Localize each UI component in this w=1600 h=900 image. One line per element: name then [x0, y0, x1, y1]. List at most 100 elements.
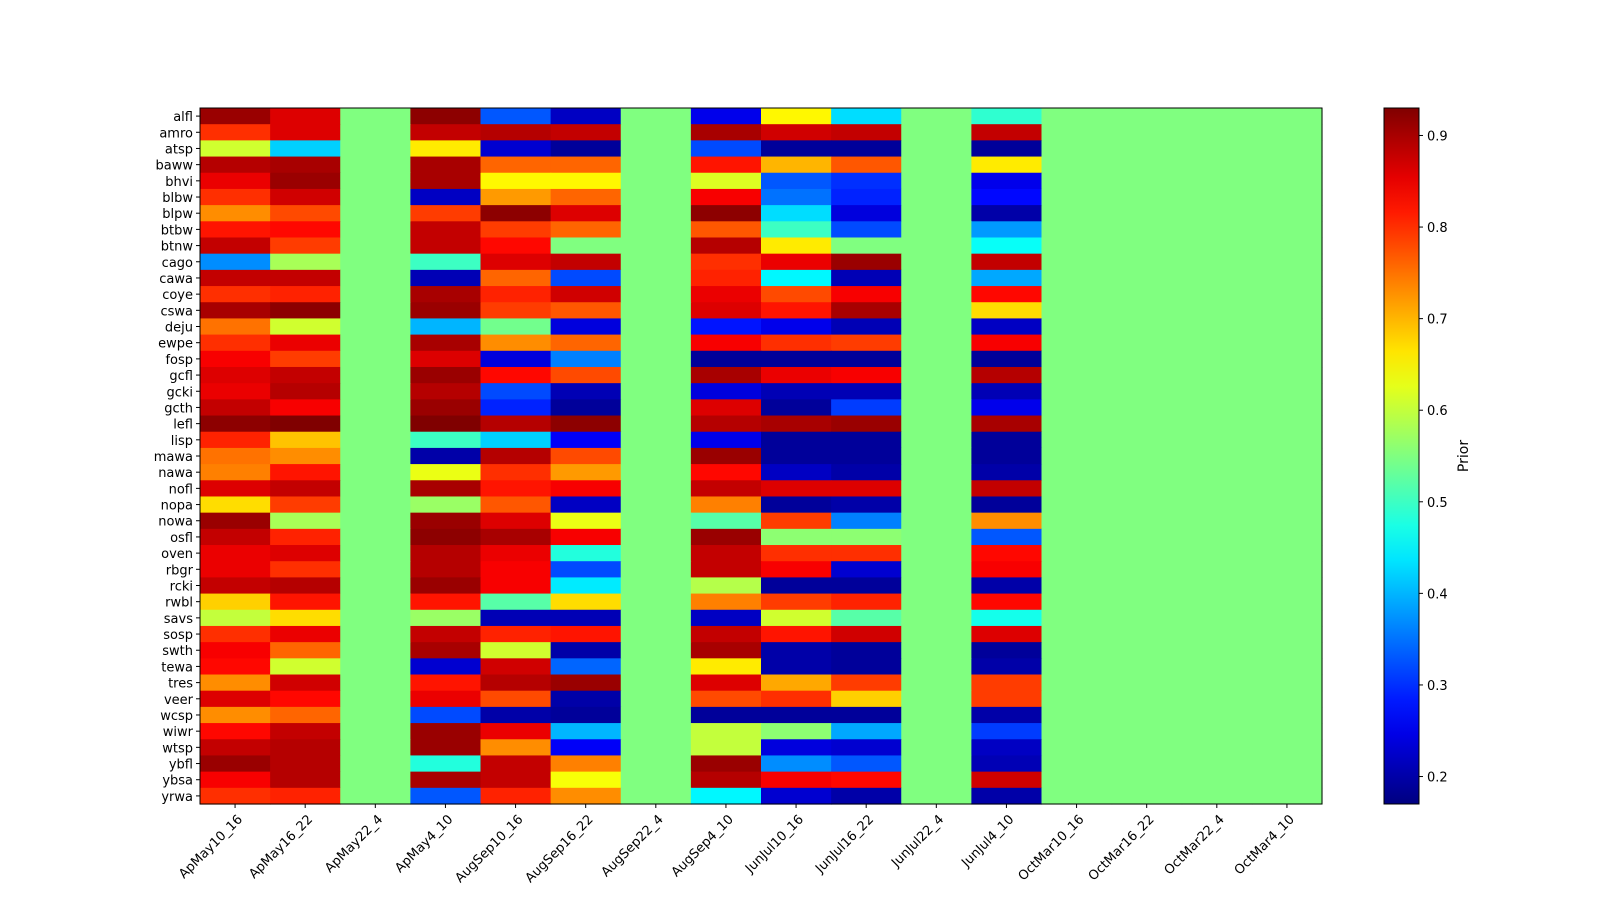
heatmap-cell: [1041, 383, 1113, 400]
heatmap-cell: [410, 658, 482, 676]
heatmap-cell: [200, 140, 271, 158]
heatmap-cell: [901, 512, 972, 530]
heatmap-cell: [410, 318, 482, 336]
heatmap-cell: [270, 269, 341, 287]
heatmap-cell: [1041, 658, 1113, 676]
heatmap-cell: [1111, 642, 1183, 659]
heatmap-cell: [1041, 269, 1113, 287]
y-tick-label: yrwa: [161, 790, 193, 805]
heatmap-cell: [550, 706, 622, 724]
heatmap-cell: [901, 528, 972, 546]
heatmap-cell: [1181, 480, 1253, 498]
y-tick-label: veer: [164, 693, 194, 708]
heatmap-cell: [690, 172, 762, 190]
heatmap-cell: [200, 528, 271, 546]
heatmap-cell: [480, 593, 552, 611]
heatmap-cell: [971, 625, 1043, 643]
heatmap-cell: [270, 464, 341, 481]
heatmap-cell: [971, 545, 1043, 562]
heatmap-cell: [831, 269, 902, 287]
heatmap-cell: [971, 755, 1043, 773]
heatmap-cell: [971, 286, 1043, 303]
heatmap-cell: [901, 124, 972, 141]
heatmap-cell: [550, 690, 622, 708]
heatmap-cell: [200, 593, 271, 611]
heatmap-cell: [270, 399, 341, 417]
x-tick-label: OctMar22_4: [1162, 812, 1228, 878]
y-tick-label: tewa: [161, 660, 193, 675]
x-tick-label: JunJul10_16: [742, 812, 807, 877]
x-tick-label: ApMay22_4: [322, 812, 386, 876]
heatmap-cell: [690, 706, 762, 724]
heatmap-cell: [410, 350, 482, 368]
heatmap-cell: [1111, 156, 1183, 174]
heatmap-cell: [410, 269, 482, 287]
heatmap-cell: [270, 253, 341, 271]
y-tick-label: nawa: [158, 466, 193, 481]
heatmap-cell: [761, 188, 832, 206]
heatmap-cell: [200, 431, 271, 449]
heatmap-cell: [1181, 415, 1253, 433]
heatmap-cell: [1111, 723, 1183, 740]
heatmap-cell: [1111, 188, 1183, 206]
heatmap-cell: [1251, 496, 1323, 514]
heatmap-cell: [971, 480, 1043, 498]
heatmap-cell: [901, 755, 972, 773]
y-tick-label: wtsp: [162, 741, 193, 756]
heatmap-cell: [1181, 609, 1253, 627]
heatmap-cell: [1111, 447, 1183, 465]
heatmap-cell: [1041, 706, 1113, 724]
heatmap-cell: [200, 302, 271, 320]
heatmap-cell: [410, 690, 482, 708]
heatmap-cell: [1111, 545, 1183, 562]
heatmap-cell: [620, 609, 692, 627]
heatmap-cell: [410, 415, 482, 433]
heatmap-cell: [270, 609, 341, 627]
heatmap-cell: [901, 480, 972, 498]
heatmap-cell: [200, 512, 271, 530]
heatmap-cell: [831, 302, 902, 320]
heatmap-cell: [690, 674, 762, 692]
heatmap-cell: [200, 674, 271, 692]
heatmap-cell: [620, 658, 692, 676]
y-tick-label: amro: [159, 126, 193, 141]
heatmap-cell: [200, 318, 271, 336]
colorbar-tick-label: 0.8: [1427, 221, 1448, 236]
heatmap-cell: [480, 512, 552, 530]
heatmap-cell: [971, 205, 1043, 222]
heatmap-cell: [1181, 577, 1253, 595]
heatmap-cell: [1181, 771, 1253, 789]
heatmap-cell: [480, 108, 552, 125]
heatmap-cell: [480, 609, 552, 627]
heatmap-cell: [901, 383, 972, 400]
heatmap-cell: [1251, 334, 1323, 352]
y-tick-label: oven: [161, 547, 193, 562]
heatmap-cell: [550, 480, 622, 498]
heatmap-cell: [620, 625, 692, 643]
heatmap-cell: [901, 108, 972, 125]
heatmap-cell: [620, 577, 692, 595]
heatmap-cell: [550, 188, 622, 206]
heatmap-cell: [971, 609, 1043, 627]
heatmap-cell: [340, 674, 411, 692]
heatmap-cell: [550, 221, 622, 239]
heatmap-cell: [831, 140, 902, 158]
heatmap-cell: [761, 658, 832, 676]
heatmap-cell: [620, 237, 692, 255]
heatmap-cell: [270, 237, 341, 255]
heatmap-cell: [410, 625, 482, 643]
heatmap-cell: [200, 658, 271, 676]
heatmap-cell: [270, 108, 341, 125]
heatmap-cell: [480, 205, 552, 222]
heatmap-cell: [410, 188, 482, 206]
heatmap-cell: [1041, 108, 1113, 125]
heatmap-cell: [690, 399, 762, 417]
heatmap-cell: [971, 431, 1043, 449]
heatmap-cell: [901, 447, 972, 465]
heatmap-cell: [901, 253, 972, 271]
heatmap-cell: [761, 156, 832, 174]
y-tick-label: coye: [162, 288, 193, 303]
heatmap-cell: [200, 334, 271, 352]
heatmap-cell: [1251, 739, 1323, 757]
heatmap-cell: [1251, 286, 1323, 303]
